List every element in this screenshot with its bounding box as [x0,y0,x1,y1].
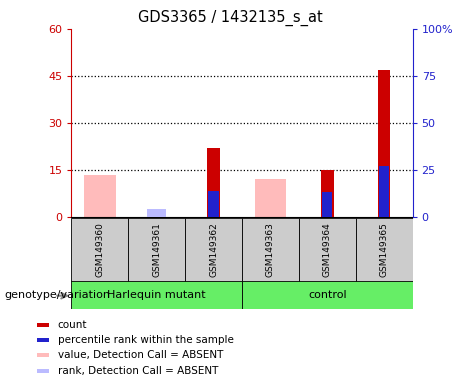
Text: GSM149364: GSM149364 [323,223,332,277]
Text: value, Detection Call = ABSENT: value, Detection Call = ABSENT [58,350,223,360]
Text: genotype/variation: genotype/variation [5,290,111,300]
Bar [207,148,220,217]
Bar [185,218,242,282]
Text: rank, Detection Call = ABSENT: rank, Detection Call = ABSENT [58,366,218,376]
Text: count: count [58,320,87,330]
Bar [208,190,219,217]
Bar [71,218,128,282]
Text: GSM149365: GSM149365 [380,223,389,277]
Text: GSM149360: GSM149360 [95,223,104,277]
Bar [84,175,116,217]
Bar [37,338,49,342]
Bar [356,218,413,282]
Text: percentile rank within the sample: percentile rank within the sample [58,335,234,345]
Bar [378,70,390,217]
Bar [242,281,413,309]
Bar [255,179,286,217]
Text: GSM149361: GSM149361 [152,223,161,277]
Text: GSM149363: GSM149363 [266,223,275,277]
Bar [71,281,242,309]
Text: Harlequin mutant: Harlequin mutant [107,290,206,300]
Bar [242,218,299,282]
Text: control: control [308,290,347,300]
Bar [379,166,389,217]
Bar [299,218,356,282]
Bar [322,192,332,217]
Bar [148,209,166,217]
Bar [37,323,49,327]
Text: GSM149362: GSM149362 [209,223,218,277]
Bar [128,218,185,282]
Text: GDS3365 / 1432135_s_at: GDS3365 / 1432135_s_at [138,10,323,26]
Bar [37,353,49,357]
Bar [321,170,334,217]
Bar [37,369,49,373]
